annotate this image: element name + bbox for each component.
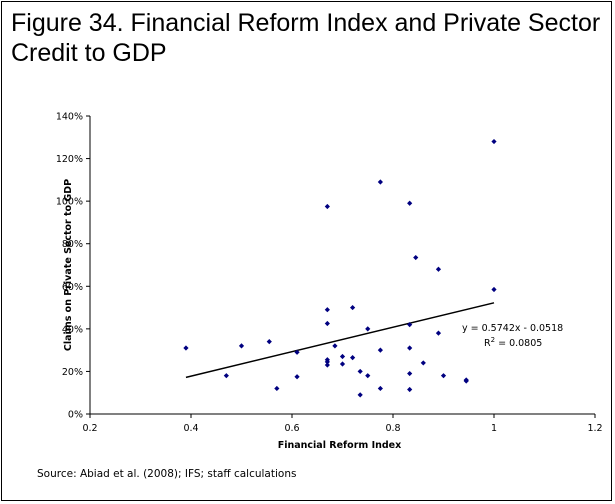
x-axis-ticks: 0.2 0.4 0.6 0.8 1 1.2 — [82, 414, 603, 434]
figure-source: Source: Abiad et al. (2008); IFS; staff … — [37, 468, 297, 480]
data-point — [407, 200, 413, 206]
data-point — [365, 326, 371, 332]
data-point — [407, 345, 413, 351]
data-point — [294, 349, 300, 355]
data-point — [350, 304, 356, 311]
x-tick-label: 0.2 — [82, 423, 97, 434]
data-point — [377, 179, 383, 185]
data-point — [377, 385, 383, 392]
data-point — [435, 330, 442, 336]
y-tick-label: 40% — [62, 324, 83, 335]
data-point — [491, 138, 497, 145]
data-point — [324, 203, 330, 210]
data-point — [324, 362, 330, 368]
y-tick-label: 20% — [62, 367, 83, 378]
trendline — [185, 302, 495, 379]
data-point — [274, 385, 280, 392]
data-point — [324, 320, 330, 327]
data-point — [407, 322, 413, 328]
trendline-group — [185, 302, 495, 379]
data-point — [324, 359, 330, 365]
y-tick-label: 140% — [56, 112, 83, 123]
data-point — [420, 360, 426, 366]
data-point — [183, 345, 189, 351]
data-point — [463, 378, 469, 384]
data-point — [407, 386, 413, 393]
data-point — [377, 347, 383, 353]
data-point — [440, 373, 447, 379]
data-points — [183, 138, 497, 398]
chart-axes — [89, 116, 595, 415]
x-axis-title: Financial Reform Index — [278, 440, 402, 451]
data-point — [357, 368, 363, 375]
data-point — [413, 254, 419, 261]
data-point — [339, 353, 346, 360]
x-tick-label: 1.2 — [587, 423, 602, 434]
data-point — [332, 343, 338, 349]
data-point — [350, 354, 356, 361]
y-tick-label: 80% — [62, 239, 83, 250]
x-tick-label: 0.8 — [385, 423, 400, 434]
r2-prefix: R — [484, 338, 491, 349]
data-point — [324, 307, 330, 313]
x-tick-label: 0.6 — [284, 423, 299, 434]
data-point — [435, 266, 442, 272]
r2-exponent: 2 — [491, 336, 495, 344]
data-point — [223, 373, 229, 379]
data-point — [491, 286, 497, 293]
y-axis-title: Claims on Private Sector to GDP — [63, 179, 74, 351]
y-tick-label: 120% — [56, 154, 83, 165]
trendline-r-squared: R2 = 0.0805 — [484, 336, 542, 349]
figure-title: Figure 34. Financial Reform Index and Pr… — [11, 9, 601, 67]
r2-value: = 0.0805 — [495, 338, 542, 349]
x-tick-label: 0.4 — [183, 423, 198, 434]
data-point — [266, 339, 272, 345]
data-point — [407, 370, 413, 377]
y-tick-label: 100% — [56, 197, 83, 208]
data-point — [365, 373, 371, 379]
data-point — [357, 392, 363, 398]
data-point — [339, 361, 346, 367]
data-point — [294, 374, 300, 380]
data-point — [238, 343, 245, 349]
y-tick-label: 60% — [62, 282, 83, 293]
y-tick-label: 0% — [68, 410, 83, 421]
y-axis-ticks: 0% 20% 40% 60% 80% 100% 120% 140% — [56, 112, 90, 421]
trendline-equation: y = 0.5742x - 0.0518 — [462, 323, 563, 334]
x-tick-label: 1 — [491, 423, 497, 434]
